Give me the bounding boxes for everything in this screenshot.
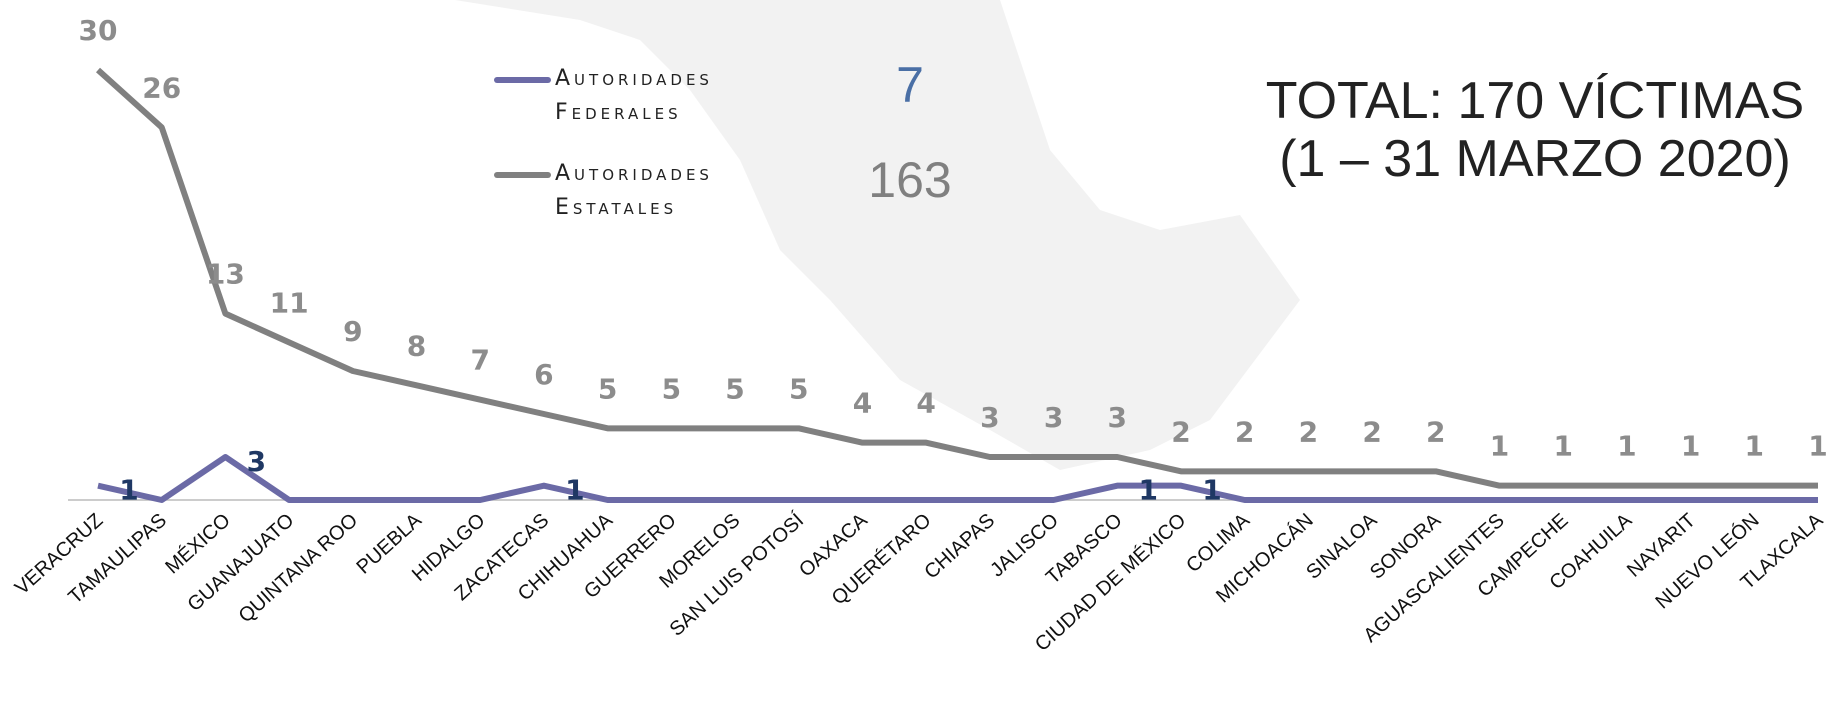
data-label: 1 <box>1681 430 1700 463</box>
data-label: 1 <box>1553 430 1572 463</box>
legend-total: 7 <box>896 57 924 113</box>
data-label: 3 <box>1044 401 1063 434</box>
legend-label: Autoridades Estatales <box>555 161 713 220</box>
series-line <box>95 67 1818 489</box>
chart-subtitle: (1 – 31 MARZO 2020) <box>1279 130 1791 188</box>
data-label: 1 <box>1202 474 1221 507</box>
data-label: 2 <box>1171 415 1190 448</box>
data-label: 4 <box>853 387 872 420</box>
data-label: 1 <box>1808 430 1827 463</box>
data-label: 7 <box>470 344 489 377</box>
data-label: 2 <box>1235 415 1254 448</box>
x-tick-label: GUANAJUATO <box>184 509 299 616</box>
data-label: 1 <box>1745 430 1764 463</box>
data-label: 1 <box>1490 430 1509 463</box>
data-label: 5 <box>789 372 808 405</box>
x-tick-label: CHIAPAS <box>920 509 999 583</box>
x-tick-label: QUINTANA ROO <box>235 509 363 627</box>
data-label: 2 <box>1426 415 1445 448</box>
legend-label: Autoridades Federales <box>555 66 713 125</box>
chart-title: TOTAL: 170 VÍCTIMAS <box>1266 72 1804 130</box>
data-label: 1 <box>119 474 138 507</box>
data-label: 30 <box>79 14 118 47</box>
data-label: 2 <box>1362 415 1381 448</box>
data-label: 5 <box>725 372 744 405</box>
data-label: 3 <box>247 445 266 478</box>
legend-total: 163 <box>868 152 951 208</box>
data-label: 6 <box>534 358 553 391</box>
data-label: 2 <box>1299 415 1318 448</box>
data-label: 3 <box>980 401 999 434</box>
series-line <box>97 454 1818 503</box>
data-label: 8 <box>407 329 426 362</box>
data-label: 3 <box>1108 401 1127 434</box>
data-label: 1 <box>565 474 584 507</box>
data-label: 1 <box>1617 430 1636 463</box>
data-label: 4 <box>916 387 935 420</box>
data-label: 5 <box>662 372 681 405</box>
data-label: 1 <box>1139 474 1158 507</box>
data-label: 13 <box>206 258 245 291</box>
data-label: 5 <box>598 372 617 405</box>
map-silhouette <box>455 0 1300 470</box>
data-label: 26 <box>142 71 181 104</box>
data-label: 11 <box>270 286 309 319</box>
data-label: 9 <box>343 315 362 348</box>
